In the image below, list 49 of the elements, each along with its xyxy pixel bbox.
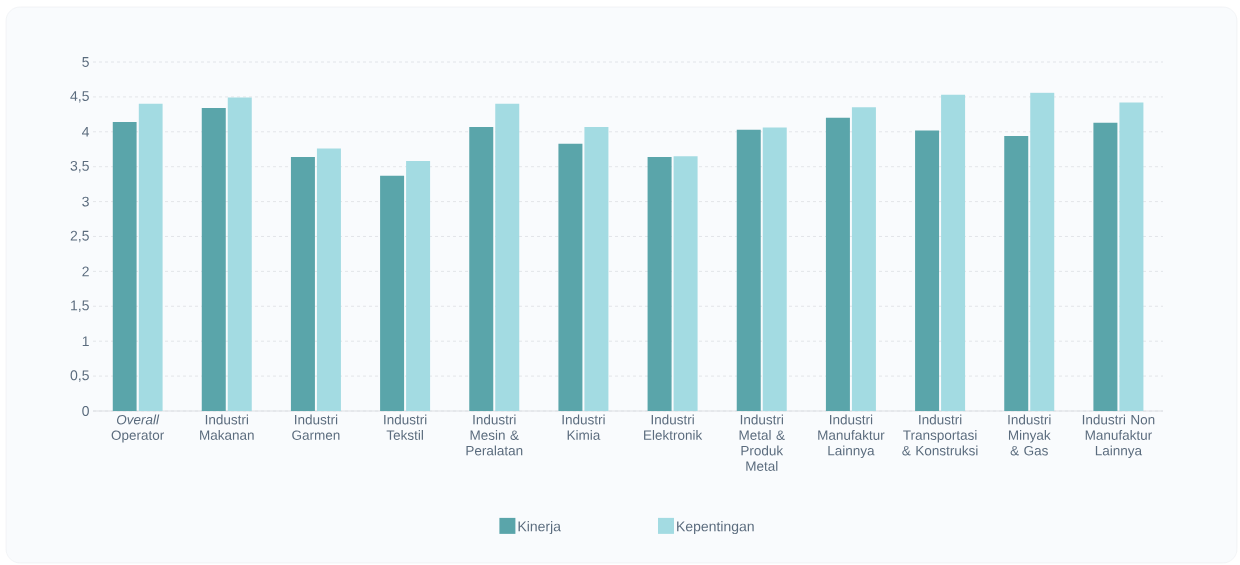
x-tick-label: Industri Mesin & Peralatan xyxy=(466,414,523,456)
bar xyxy=(201,108,226,411)
y-tick-label: 5 xyxy=(82,57,89,67)
x-tick-label: Industri Kimia xyxy=(562,414,605,440)
bar xyxy=(825,117,850,411)
x-tick-label: Industri Garmen xyxy=(292,414,340,440)
x-tick-label: Industri Manufaktur Lainnya xyxy=(818,414,885,459)
y-tick-label: 1,5 xyxy=(71,300,89,312)
bar xyxy=(941,94,966,411)
y-tick-label: 2 xyxy=(82,266,89,277)
bar xyxy=(1030,92,1055,411)
bar xyxy=(851,107,876,411)
x-tick-label: Industri Minyak & Gas xyxy=(1008,414,1051,456)
y-tick-label: 2,5 xyxy=(70,230,89,243)
bar xyxy=(227,97,252,411)
y-tick-label: 0,5 xyxy=(70,370,89,382)
bar xyxy=(406,161,431,411)
y-tick-label: 4,5 xyxy=(70,91,89,103)
bar xyxy=(112,122,137,411)
x-tick-label: Industri Tekstil xyxy=(384,414,427,440)
bar xyxy=(1004,135,1029,411)
y-tick-label: 4 xyxy=(82,126,90,137)
bar xyxy=(558,143,583,411)
y-tick-label: 0 xyxy=(82,406,89,416)
bar xyxy=(736,129,761,411)
legend-label: Kepentingan xyxy=(677,521,754,535)
x-tick-label: Industri Transportasi & Konstruksi xyxy=(902,414,978,456)
bar xyxy=(1119,102,1144,411)
bar xyxy=(469,126,494,411)
bar xyxy=(138,103,163,411)
bar xyxy=(647,156,672,411)
y-tick-label: 3,5 xyxy=(70,160,89,173)
bar xyxy=(584,126,609,411)
bar xyxy=(495,103,520,411)
bar xyxy=(316,148,341,411)
legend-label: Kinerja xyxy=(518,521,561,535)
bar xyxy=(673,156,698,411)
x-tick-label: Industri Elektronik xyxy=(644,414,703,440)
x-tick-label: Industri Makanan xyxy=(200,414,254,440)
bar xyxy=(915,130,940,411)
bar xyxy=(290,156,315,411)
y-tick-label: 3 xyxy=(82,196,89,207)
bar xyxy=(380,175,405,411)
x-tick-label: Industri Non Manufaktur Lainnya xyxy=(1082,414,1155,459)
y-tick-label: 1 xyxy=(82,336,89,347)
x-tick-label: Industri Metal & Produk Metal xyxy=(739,414,785,471)
x-tick-label: Overall Operator xyxy=(111,414,164,443)
bar xyxy=(762,127,787,411)
bar xyxy=(1093,122,1118,411)
